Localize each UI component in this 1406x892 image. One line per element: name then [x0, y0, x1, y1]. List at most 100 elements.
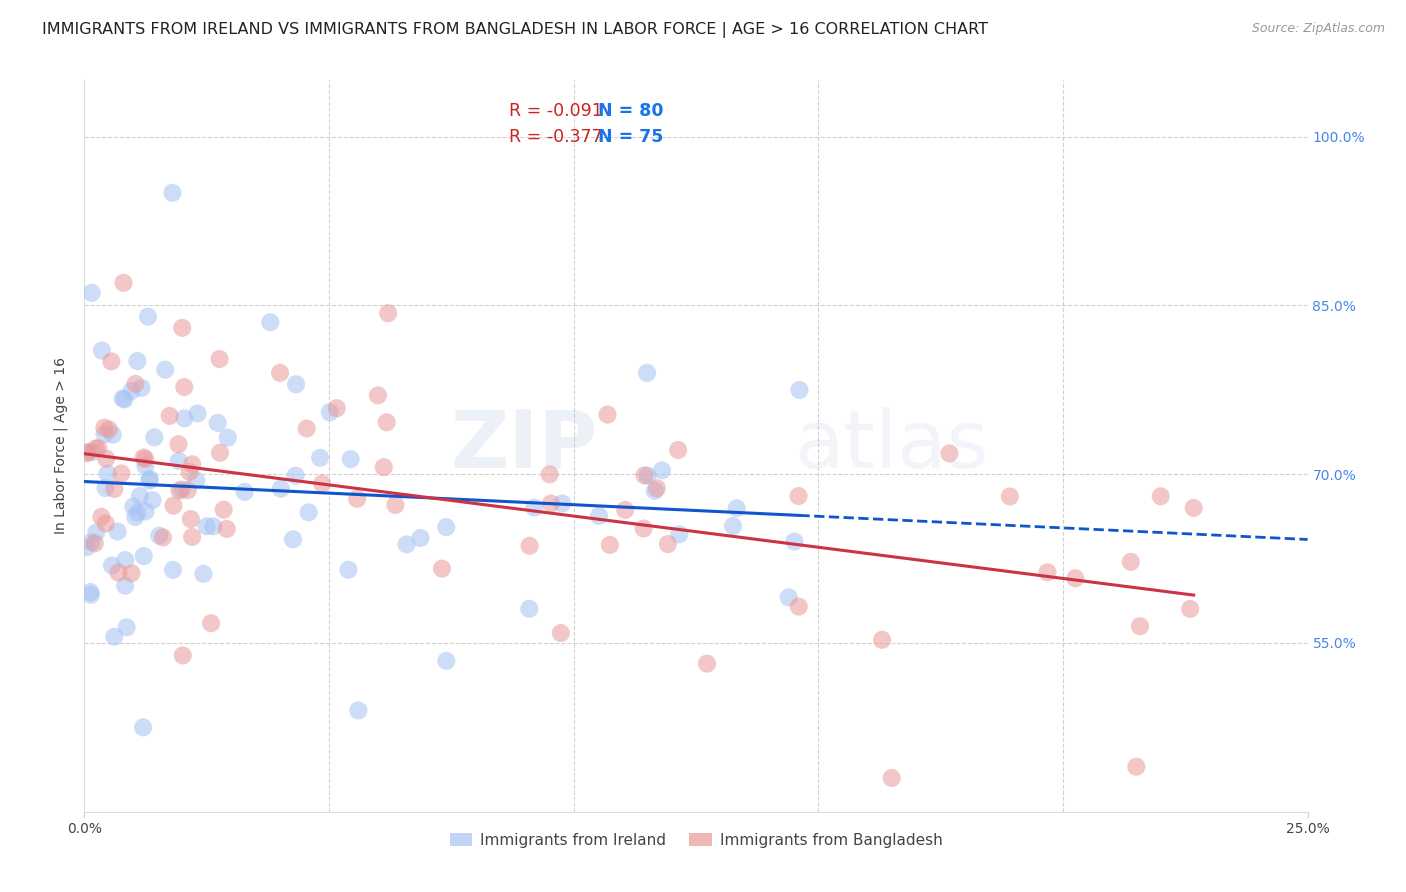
Point	[138, 474, 160, 488]
Point	[783, 534, 806, 549]
Point	[111, 392, 134, 406]
Point	[153, 362, 176, 376]
Point	[1129, 619, 1152, 633]
Point	[76, 446, 98, 460]
Point	[152, 530, 174, 544]
Point	[179, 465, 201, 479]
Text: Source: ZipAtlas.com: Source: ZipAtlas.com	[1251, 22, 1385, 36]
Point	[115, 620, 138, 634]
Point	[233, 484, 256, 499]
Point	[657, 537, 679, 551]
Point	[880, 771, 903, 785]
Point	[1125, 760, 1147, 774]
Point	[76, 540, 98, 554]
Point	[721, 519, 744, 533]
Point	[114, 553, 136, 567]
Point	[172, 648, 194, 663]
Point	[651, 463, 673, 477]
Point	[644, 483, 666, 498]
Point	[101, 558, 124, 573]
Point	[938, 446, 960, 460]
Point	[97, 422, 120, 436]
Point	[80, 285, 103, 300]
Point	[83, 536, 105, 550]
Point	[96, 451, 118, 466]
Point	[633, 468, 655, 483]
Point	[93, 427, 115, 442]
Point	[395, 537, 418, 551]
Point	[207, 416, 229, 430]
Point	[181, 530, 204, 544]
Point	[434, 654, 457, 668]
Point	[725, 501, 748, 516]
Point	[100, 354, 122, 368]
Text: N = 80: N = 80	[598, 102, 664, 120]
Point	[295, 421, 318, 435]
Point	[162, 563, 184, 577]
Point	[208, 352, 231, 367]
Point	[212, 502, 235, 516]
Point	[76, 445, 98, 459]
Point	[112, 276, 135, 290]
Point	[103, 630, 125, 644]
Point	[1150, 489, 1173, 503]
Text: IMMIGRANTS FROM IRELAND VS IMMIGRANTS FROM BANGLADESH IN LABOR FORCE | AGE > 16 : IMMIGRANTS FROM IRELAND VS IMMIGRANTS FR…	[42, 22, 988, 38]
Point	[148, 529, 170, 543]
Point	[159, 409, 181, 423]
Point	[1119, 555, 1142, 569]
Point	[121, 566, 143, 581]
Text: R = -0.377: R = -0.377	[509, 128, 602, 146]
Point	[517, 601, 540, 615]
Point	[326, 401, 349, 416]
Point	[1036, 566, 1059, 580]
Point	[162, 186, 184, 200]
Point	[96, 467, 118, 481]
Point	[138, 472, 160, 486]
Point	[215, 522, 238, 536]
Point	[122, 500, 145, 514]
Point	[127, 354, 149, 368]
Point	[346, 491, 368, 506]
Point	[540, 496, 562, 510]
Point	[103, 482, 125, 496]
Point	[270, 482, 292, 496]
Point	[217, 431, 239, 445]
Point	[90, 509, 112, 524]
Point	[134, 452, 156, 467]
Text: atlas: atlas	[794, 407, 988, 485]
Point	[143, 430, 166, 444]
Point	[94, 516, 117, 531]
Point	[434, 520, 457, 534]
Point	[668, 527, 690, 541]
Point	[129, 489, 152, 503]
Point	[176, 483, 198, 498]
Point	[136, 310, 159, 324]
Point	[347, 703, 370, 717]
Point	[131, 381, 153, 395]
Point	[180, 512, 202, 526]
Point	[193, 566, 215, 581]
Y-axis label: In Labor Force | Age > 16: In Labor Force | Age > 16	[53, 358, 69, 534]
Point	[114, 579, 136, 593]
Point	[114, 392, 136, 407]
Point	[167, 437, 190, 451]
Point	[269, 366, 291, 380]
Point	[998, 490, 1021, 504]
Point	[141, 493, 163, 508]
Point	[523, 500, 546, 515]
Point	[309, 450, 332, 465]
Point	[870, 632, 893, 647]
Point	[311, 476, 333, 491]
Point	[169, 483, 191, 498]
Point	[172, 321, 194, 335]
Point	[633, 522, 655, 536]
Point	[259, 315, 281, 329]
Point	[778, 591, 800, 605]
Point	[614, 503, 637, 517]
Point	[107, 566, 129, 580]
Point	[208, 446, 231, 460]
Point	[637, 468, 659, 483]
Legend: Immigrants from Ireland, Immigrants from Bangladesh: Immigrants from Ireland, Immigrants from…	[441, 825, 950, 855]
Point	[367, 388, 389, 402]
Point	[373, 460, 395, 475]
